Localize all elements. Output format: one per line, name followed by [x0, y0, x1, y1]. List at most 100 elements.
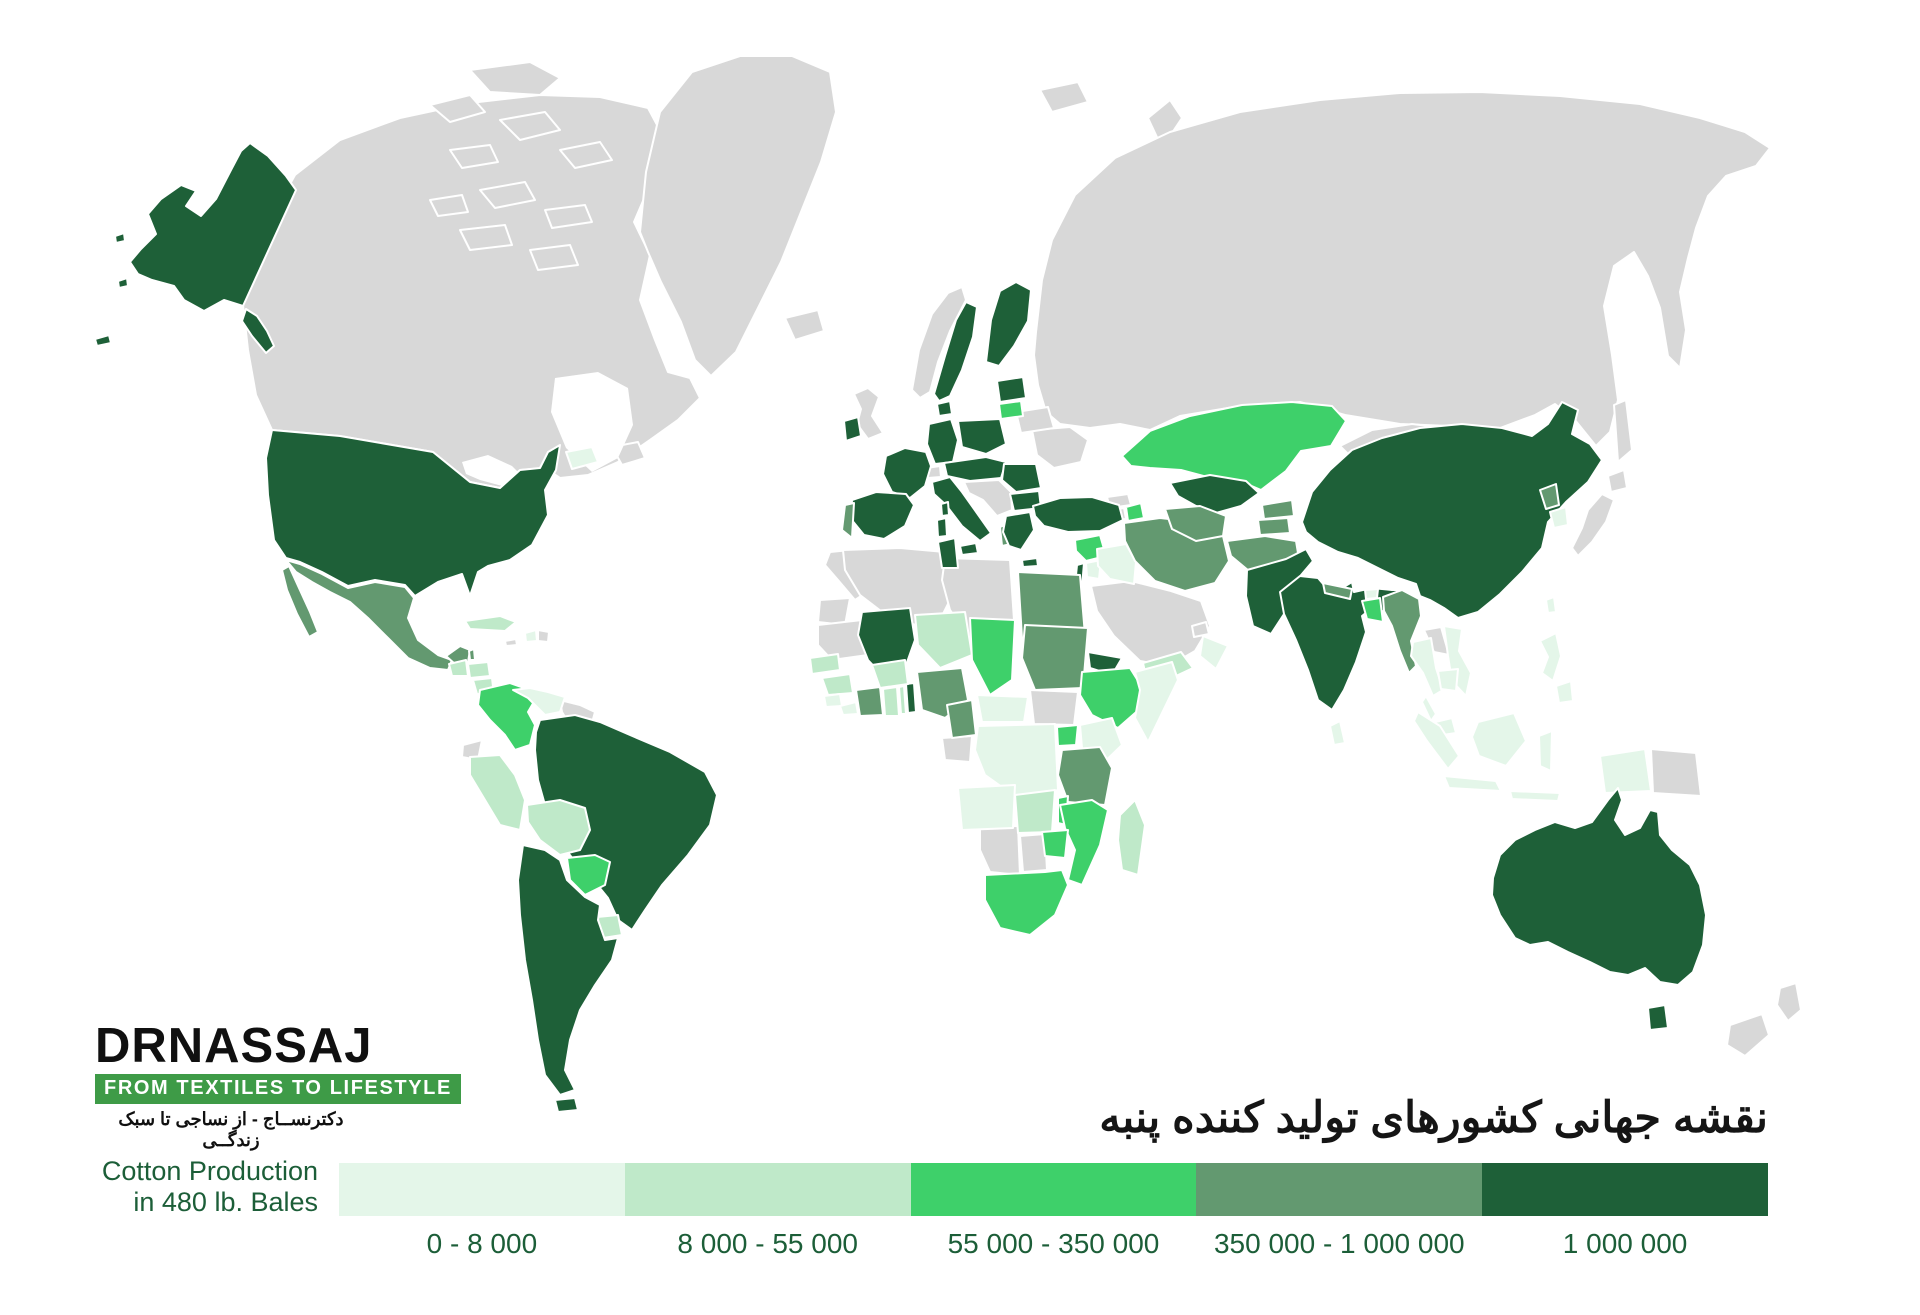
legend-label-4: 350 000 - 1 000 000 [1213, 1228, 1465, 1259]
country-philippines [1539, 632, 1574, 704]
country-angola [957, 784, 1016, 831]
country-jamaica [504, 638, 518, 647]
country-lesser-sunda [1509, 790, 1561, 802]
country-oman [1199, 635, 1229, 670]
arctic-island [479, 181, 536, 209]
country-russia [1033, 91, 1771, 447]
country-azerbaijan [1125, 502, 1145, 522]
country-italy [931, 476, 992, 542]
country-canada-maritimes [565, 446, 599, 470]
country-kazakhstan [1121, 401, 1347, 491]
arctic-island [429, 194, 469, 217]
country-sakhalin [1613, 399, 1633, 463]
country-peru [469, 754, 526, 831]
country-niger [914, 611, 973, 669]
country-new-zealand-south [1726, 1013, 1770, 1057]
country-zimbabwe [1041, 829, 1069, 859]
country-finland [985, 281, 1032, 367]
country-somalia [1134, 661, 1179, 743]
arctic-island [544, 204, 593, 229]
country-turkmenistan [1164, 505, 1227, 542]
country-ireland [843, 416, 862, 442]
country-togo [898, 685, 907, 715]
country-borneo [1471, 712, 1527, 767]
country-romania [1001, 463, 1042, 493]
country-namibia [979, 825, 1021, 876]
brand-banner: FROM TEXTILES TO LIFESTYLE [95, 1074, 461, 1104]
country-west-papua [1599, 748, 1652, 794]
country-ghana [882, 686, 900, 717]
country-argentina-chile [517, 844, 619, 1096]
country-portugal [841, 502, 855, 539]
brand-logo-block: DRNASSAJ FROM TEXTILES TO LIFESTYLE دکتر… [95, 1022, 461, 1151]
country-sumatra [1413, 711, 1460, 770]
country-belize [468, 648, 476, 661]
country-mexico-baja [281, 565, 319, 638]
country-cambodia [1437, 668, 1459, 692]
country-south-sudan [1029, 689, 1079, 726]
country-bhutan [1364, 588, 1379, 600]
aleutian-island [114, 232, 126, 244]
country-nepal [1322, 582, 1353, 600]
country-uzbekistan [1169, 474, 1260, 514]
legend-title: Cotton Production in 480 lb. Bales [40, 1156, 318, 1218]
arctic-island [459, 224, 513, 251]
country-belarus [1015, 406, 1055, 434]
country-denmark [936, 400, 953, 417]
country-australia [1491, 787, 1707, 986]
arctic-island [449, 144, 499, 169]
legend-label-3: 55 000 - 350 000 [947, 1228, 1160, 1259]
legend-swatch-4 [1196, 1163, 1483, 1216]
country-sri-lanka [1329, 720, 1346, 746]
country-sierra-leone [823, 693, 843, 708]
country-uk [853, 387, 884, 440]
country-mauritania [817, 619, 869, 661]
country-cuba [464, 615, 517, 632]
country-tasmania [1647, 1004, 1669, 1031]
country-papua-new-guinea [1650, 748, 1702, 797]
arctic-island [529, 244, 579, 271]
country-balkans [963, 479, 1013, 517]
country-ukraine [1031, 426, 1089, 469]
country-corsica [940, 501, 950, 517]
country-tajikistan [1257, 517, 1291, 536]
country-saudi-arabia [1090, 580, 1211, 667]
country-usa-alaska [129, 142, 297, 312]
country-sweden [933, 301, 978, 402]
country-japan-hokkaido [1607, 469, 1628, 493]
country-japan [1571, 493, 1615, 557]
country-taiwan [1545, 596, 1557, 614]
country-chad [969, 617, 1016, 696]
aleutian-island [94, 334, 112, 347]
country-bangladesh [1361, 597, 1384, 623]
country-turkey [1032, 496, 1124, 533]
country-greece [1002, 511, 1035, 551]
country-liberia [839, 701, 859, 716]
country-greenland [639, 55, 837, 377]
country-france [882, 447, 932, 499]
country-sudan [1021, 624, 1089, 691]
country-crete [1021, 557, 1039, 568]
country-botswana [1019, 833, 1048, 873]
country-central-europe [943, 456, 1007, 482]
country-kyrgyzstan [1261, 499, 1295, 520]
country-benin [905, 682, 917, 714]
country-lithuania [998, 400, 1024, 420]
country-tierra-del-fuego [554, 1097, 579, 1113]
country-senegal [809, 653, 841, 675]
hudson-bay [551, 372, 633, 472]
country-usa-alaska-panhandle [241, 308, 275, 354]
country-central-african-republic [976, 694, 1029, 723]
country-germany [926, 418, 959, 465]
country-burkina-faso [871, 659, 909, 689]
arctic-island [429, 94, 486, 123]
country-brazil [534, 714, 718, 931]
country-usa [265, 429, 561, 597]
country-ivory-coast [855, 686, 884, 717]
arctic-island [499, 111, 561, 141]
brand-tagline-persian: دکترنســاج - از نساجی تا سبک زندگــی [118, 1109, 344, 1150]
country-sardinia [936, 517, 948, 538]
country-estonia-latvia [996, 376, 1027, 403]
country-norway [911, 286, 967, 399]
